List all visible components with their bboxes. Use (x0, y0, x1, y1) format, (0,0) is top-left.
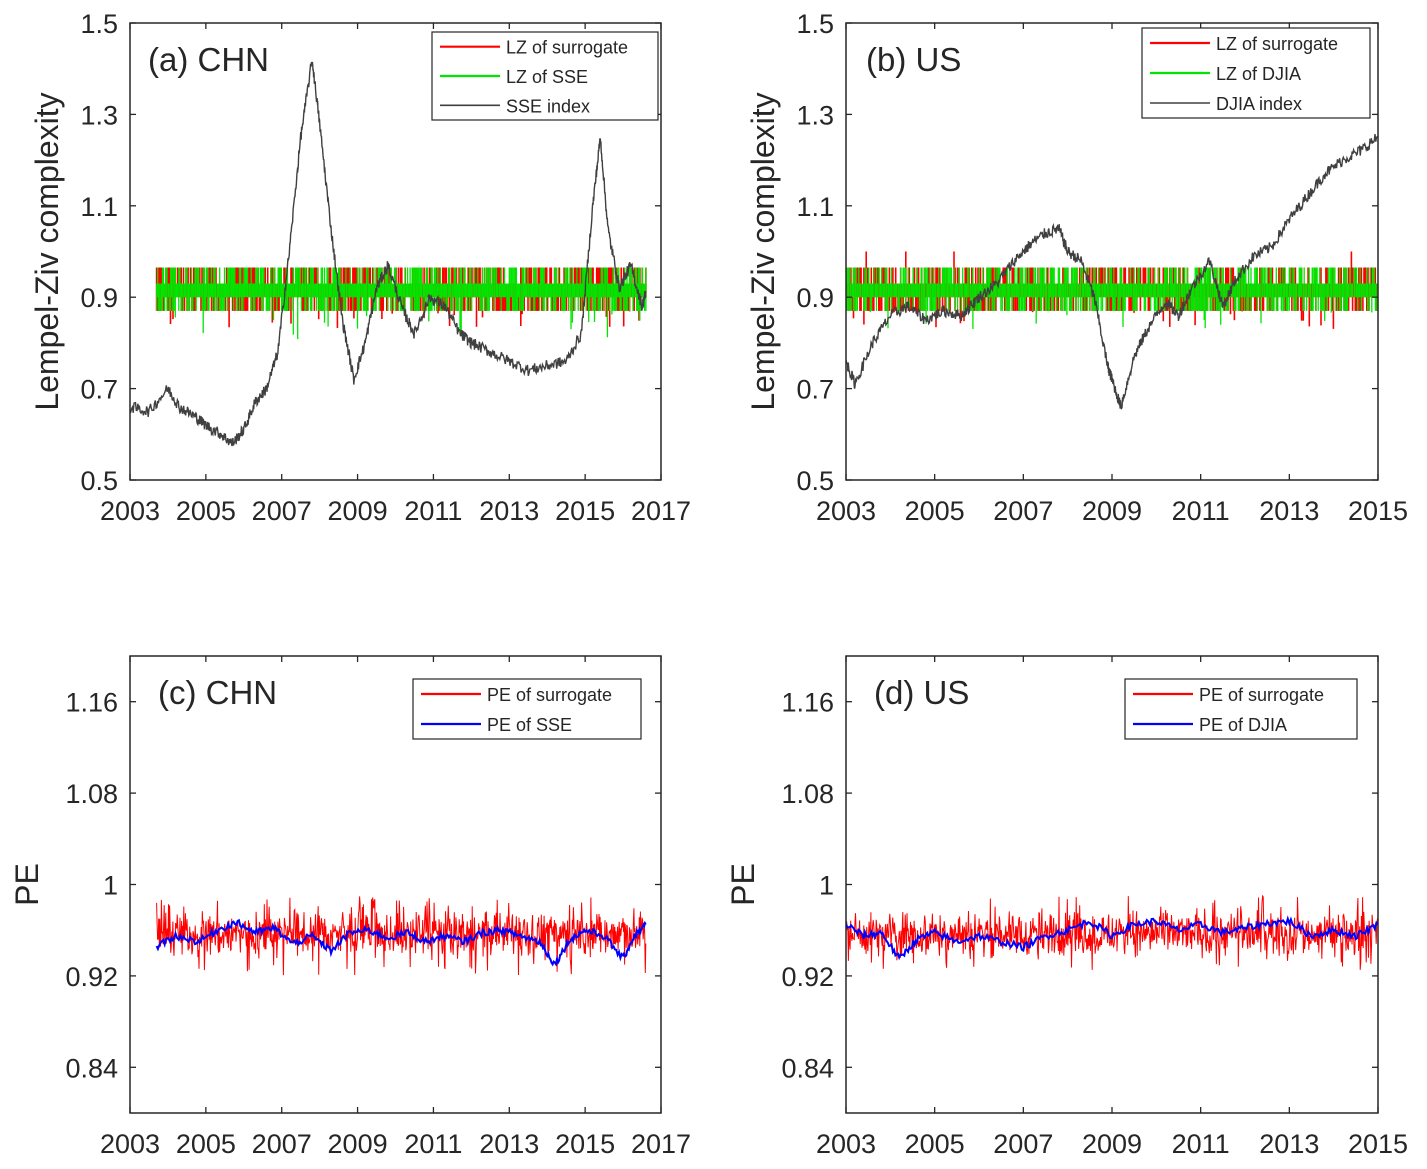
legend-label: LZ of surrogate (506, 38, 628, 58)
panel-d: 2003 2005 2007 2009 2011 2013 2015 0.84 0.92 1 1.0… (725, 655, 1408, 1159)
y-tick-label: 1.1 (796, 192, 834, 222)
y-tick-label: 1.1 (80, 192, 118, 222)
x-tick-label: 2011 (404, 1129, 462, 1159)
x-tick-label: 2007 (252, 496, 312, 526)
series-djia-index-line (846, 134, 1378, 410)
x-tick-label: 2017 (631, 496, 691, 526)
x-tick-label: 2009 (1082, 1129, 1142, 1159)
panel-title: (b) US (866, 41, 961, 78)
x-tick-label: 2003 (816, 496, 876, 526)
x-tick-label: 2007 (252, 1129, 312, 1159)
x-tick-label: 2005 (905, 1129, 965, 1159)
y-tick-label: 1.16 (781, 688, 834, 718)
x-tick-label: 2015 (555, 1129, 615, 1159)
y-tick-label: 0.9 (80, 283, 118, 313)
x-tick-label: 2013 (1259, 1129, 1319, 1159)
plot-data (846, 894, 1378, 970)
y-tick-label: 1.5 (80, 9, 118, 39)
x-tick-label: 2005 (176, 1129, 236, 1159)
legend-label: SSE index (506, 96, 590, 116)
x-tick-label: 2007 (993, 496, 1053, 526)
legend-label: DJIA index (1216, 94, 1302, 114)
legend-box (412, 678, 642, 740)
y-axis-label: PE (725, 863, 761, 906)
y-tick-label: 1.3 (80, 100, 118, 130)
legend: LZ of surrogate LZ of SSE SSE index (431, 31, 659, 121)
series-pe-of-sse (155, 918, 647, 967)
y-tick-label: 1.3 (796, 100, 834, 130)
legend-label: LZ of DJIA (1216, 64, 1301, 84)
x-tick-label: 2015 (1348, 496, 1408, 526)
x-tick-label: 2003 (816, 1129, 876, 1159)
x-tick-label: 2005 (176, 496, 236, 526)
y-tick-label: 0.84 (781, 1053, 834, 1083)
legend-label: PE of SSE (487, 715, 572, 735)
legend-label: PE of DJIA (1199, 715, 1287, 735)
x-tick-label: 2003 (100, 496, 160, 526)
legend-label: PE of surrogate (1199, 685, 1324, 705)
x-tick-label: 2005 (905, 496, 965, 526)
plot-data (846, 134, 1378, 410)
x-tick-label: 2011 (1172, 1129, 1230, 1159)
y-tick-label: 1 (103, 871, 118, 901)
x-tick-label: 2015 (555, 496, 615, 526)
y-tick-label: 0.7 (80, 375, 118, 405)
y-tick-label: 0.5 (796, 466, 834, 496)
panel-title: (d) US (874, 674, 969, 711)
y-axis-label: Lempel-Ziv complexity (29, 92, 65, 410)
legend: PE of surrogate PE of DJIA (1124, 678, 1358, 740)
y-axis-label: PE (9, 863, 45, 906)
x-tick-label: 2017 (631, 1129, 691, 1159)
series-sse-index (130, 61, 647, 447)
y-tick-label: 1.5 (796, 9, 834, 39)
y-tick-label: 0.92 (781, 962, 834, 992)
legend-label: LZ of SSE (506, 67, 588, 87)
legend-label: PE of surrogate (487, 685, 612, 705)
y-tick-label: 0.7 (796, 375, 834, 405)
x-tick-label: 2013 (479, 1129, 539, 1159)
series-pe-of-djia (846, 915, 1378, 961)
panel-a: 2003 2005 2007 2009 2011 2013 2015 2017 0.5 0.7 0.… (29, 9, 691, 526)
panel-b: 2003 2005 2007 2009 2011 2013 2015 0.5 0.7 0.9 1.1… (745, 9, 1408, 526)
x-tick-label: 2009 (1082, 496, 1142, 526)
series-lz-of-djia (846, 267, 1378, 329)
y-tick-label: 1.16 (65, 688, 118, 718)
series-lz-of-sse (156, 267, 647, 340)
y-tick-label: 0.84 (65, 1053, 118, 1083)
x-tick-label: 2011 (1172, 496, 1230, 526)
legend: PE of surrogate PE of SSE (412, 678, 642, 740)
y-tick-label: 1 (819, 871, 834, 901)
series-pe-of-sse-line (155, 918, 647, 967)
x-tick-label: 2013 (479, 496, 539, 526)
plot-data (130, 61, 647, 447)
x-tick-label: 2015 (1348, 1129, 1408, 1159)
y-tick-label: 0.5 (80, 466, 118, 496)
series-pe-of-surrogate-line (846, 894, 1378, 970)
y-tick-label: 0.9 (796, 283, 834, 313)
series-djia-index (846, 134, 1378, 410)
series-pe-of-surrogate (846, 894, 1378, 970)
series-sse-index-line (130, 61, 647, 447)
x-tick-label: 2013 (1259, 496, 1319, 526)
plot-data (155, 896, 647, 976)
x-tick-label: 2009 (328, 496, 388, 526)
axes-box (129, 22, 662, 481)
panel-c: 2003 2005 2007 2009 2011 2013 2015 2017 0.84 0.92… (9, 655, 691, 1159)
x-tick-label: 2009 (328, 1129, 388, 1159)
legend: LZ of surrogate LZ of DJIA DJIA index (1141, 27, 1371, 119)
panel-title: (c) CHN (158, 674, 277, 711)
y-tick-label: 0.92 (65, 962, 118, 992)
x-tick-label: 2003 (100, 1129, 160, 1159)
x-tick-label: 2007 (993, 1129, 1053, 1159)
y-tick-label: 1.08 (781, 779, 834, 809)
legend-label: LZ of surrogate (1216, 34, 1338, 54)
panel-title: (a) CHN (148, 41, 269, 78)
legend-box (1124, 678, 1358, 740)
series-pe-of-djia-line (846, 915, 1378, 961)
y-tick-label: 1.08 (65, 779, 118, 809)
x-tick-label: 2011 (404, 496, 462, 526)
y-axis-label: Lempel-Ziv complexity (745, 92, 781, 410)
